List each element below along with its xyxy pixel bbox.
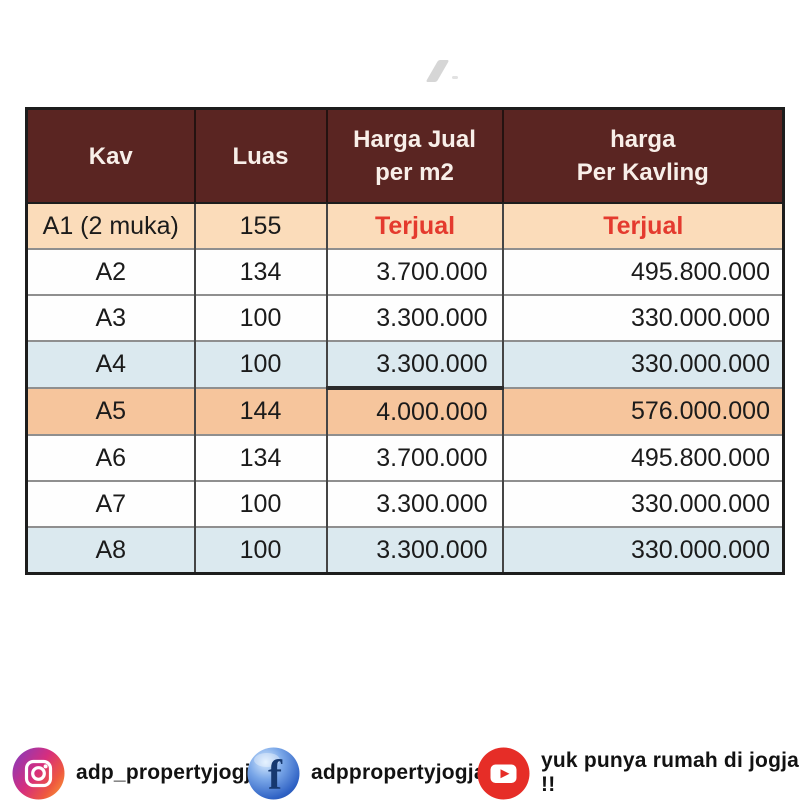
cell-luas: 100 [193, 526, 327, 574]
instagram-icon [12, 747, 65, 800]
table-row: A5 144 4.000.000 576.000.000 [26, 386, 784, 435]
cell-harga-m2: Terjual [325, 202, 503, 249]
instagram-handle: adp_propertyjogja [76, 761, 263, 784]
table-row: A7 100 3.300.000 330.000.000 [26, 480, 784, 527]
social-youtube: yuk punya rumah di jogja !! [477, 746, 804, 800]
cell-harga-m2: 3.300.000 [325, 294, 503, 341]
cell-harga-m2: 3.700.000 [325, 434, 503, 481]
social-facebook: f adppropertyjogja [247, 746, 486, 800]
cell-kav: A3 [26, 294, 195, 341]
cell-kav: A1 (2 muka) [26, 202, 195, 249]
cell-kav: A6 [26, 434, 195, 481]
cell-kav: A4 [26, 340, 195, 388]
youtube-icon [477, 747, 530, 800]
header-label: Harga Jual [353, 126, 476, 153]
cell-luas: 100 [193, 480, 327, 527]
cell-kav: A8 [26, 526, 195, 574]
table-row: A2 134 3.700.000 495.800.000 [26, 248, 784, 295]
social-instagram: adp_propertyjogja [12, 746, 263, 800]
table-row: A3 100 3.300.000 330.000.000 [26, 294, 784, 341]
cell-harga-m2: 3.700.000 [325, 248, 503, 295]
svg-text:f: f [268, 753, 283, 799]
table-header: Kav Luas Harga Jual per m2 harga Per Kav… [26, 108, 784, 204]
header-label: Per Kavling [576, 159, 709, 186]
cell-luas: 144 [193, 387, 327, 435]
cell-harga-kavling: Terjual [501, 202, 784, 249]
header-label: harga [610, 126, 676, 153]
cell-harga-kavling: 330.000.000 [501, 340, 784, 388]
facebook-handle: adppropertyjogja [311, 761, 486, 784]
header-label: Luas [232, 142, 289, 170]
watermark-dot [452, 76, 458, 79]
table-row: A6 134 3.700.000 495.800.000 [26, 434, 784, 481]
cell-kav: A7 [26, 480, 195, 527]
cell-harga-kavling: 330.000.000 [501, 480, 784, 527]
cell-kav: A2 [26, 248, 195, 295]
cell-harga-kavling: 330.000.000 [501, 294, 784, 341]
table-row: A1 (2 muka) 155 Terjual Terjual [26, 202, 784, 249]
table-body: A1 (2 muka) 155 Terjual Terjual A2 134 3.700.0… [26, 202, 784, 574]
cell-harga-m2: 3.300.000 [325, 526, 503, 574]
header-label: Kav [88, 142, 133, 170]
cell-harga-kavling: 576.000.000 [501, 387, 784, 435]
column-header-luas: Luas [193, 108, 327, 204]
cell-luas: 100 [193, 340, 327, 388]
facebook-icon: f [247, 747, 300, 800]
column-header-harga-m2: Harga Jual per m2 [325, 108, 503, 204]
price-table: Kav Luas Harga Jual per m2 harga Per Kav… [25, 107, 785, 575]
header-row: Kav Luas Harga Jual per m2 harga Per Kav… [26, 108, 784, 204]
cell-harga-m2: 3.300.000 [325, 480, 503, 527]
cell-harga-m2: 3.300.000 [325, 340, 503, 388]
table-row: A4 100 3.300.000 330.000.000 [26, 340, 784, 388]
header-label: per m2 [375, 159, 454, 186]
cell-luas: 134 [193, 248, 327, 295]
cell-luas: 100 [193, 294, 327, 341]
youtube-handle: yuk punya rumah di jogja !! [541, 749, 800, 796]
cell-luas: 134 [193, 434, 327, 481]
table-row: A8 100 3.300.000 330.000.000 [26, 526, 784, 574]
cell-harga-kavling: 495.800.000 [501, 248, 784, 295]
watermark-slash [425, 60, 450, 82]
column-header-harga-kavling: harga Per Kavling [501, 108, 784, 204]
cell-kav: A5 [26, 387, 195, 435]
cell-harga-m2: 4.000.000 [325, 386, 503, 435]
cell-harga-kavling: 495.800.000 [501, 434, 784, 481]
column-header-kav: Kav [26, 108, 195, 204]
cell-harga-kavling: 330.000.000 [501, 526, 784, 574]
cell-luas: 155 [193, 202, 327, 249]
